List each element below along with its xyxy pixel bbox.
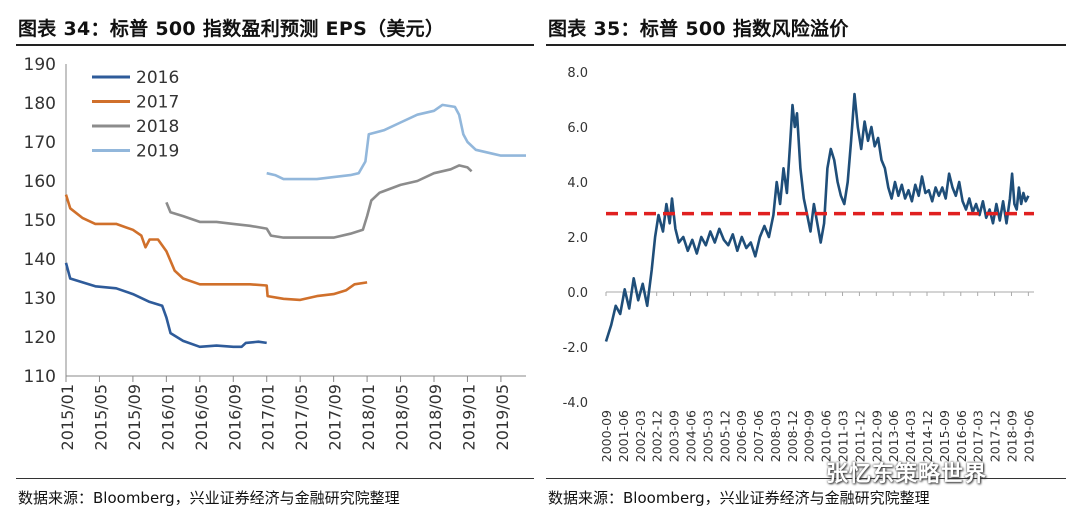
x-tick-label: 2009-09	[802, 410, 817, 462]
y-tick-label: 130	[24, 289, 56, 309]
x-tick-label: 2018/05	[393, 384, 412, 450]
x-tick-label: 2011-03	[836, 410, 851, 462]
x-tick-label: 2014-03	[903, 410, 918, 462]
y-tick-label: 170	[24, 133, 56, 153]
legend-label-2016: 2016	[136, 68, 179, 88]
x-tick-label: 2004-06	[683, 410, 698, 462]
x-tick-label: 2017/05	[292, 384, 311, 450]
left-title-rule	[16, 44, 534, 46]
series-line-2019	[266, 103, 526, 181]
x-tick-label: 2008-12	[785, 410, 800, 462]
y-tick-label: 8.0	[567, 66, 588, 81]
x-tick-label: 2018/09	[426, 384, 445, 450]
y-tick-label: 190	[24, 55, 56, 75]
series-line-2016	[64, 262, 267, 349]
eps-forecast-chart: 110 120 130 140 150 160 170 180 190 2015/01 2015/0…	[24, 55, 526, 450]
x-tick-label: 2016/09	[225, 384, 244, 450]
x-tick-label: 2002-12	[650, 410, 665, 462]
x-tick-label: 2010-06	[819, 410, 834, 462]
y-tick-label: 0.0	[567, 286, 588, 301]
left-chart-title: 图表 34：标普 500 指数盈利预测 EPS（美元）	[18, 18, 445, 40]
y-tick-label: 2.0	[567, 231, 588, 246]
right-source-note: 数据来源：Bloomberg，兴业证券经济与金融研究院整理	[548, 489, 930, 507]
y-tick-label: -4.0	[563, 396, 588, 411]
x-tick-label: 2015-09	[937, 410, 952, 462]
y-tick-label: 6.0	[567, 121, 588, 136]
y-tick-label: 160	[24, 172, 56, 192]
x-tick-label: 2019/01	[459, 384, 478, 450]
series-line-risk-premium	[604, 92, 1030, 342]
x-tick-label: 2015/09	[125, 384, 144, 450]
watermark-text: 张忆东策略世界	[826, 462, 988, 487]
right-chart-title: 图表 35：标普 500 指数风险溢价	[548, 18, 849, 40]
x-tick-label: 2014-12	[920, 410, 935, 462]
x-tick-label: 2000-09	[599, 410, 614, 462]
x-tick-label: 2001-06	[616, 410, 631, 462]
y-tick-label: 120	[24, 328, 56, 348]
x-tick-label: 2013-06	[886, 410, 901, 462]
x-tick-label: 2007-06	[751, 410, 766, 462]
x-tick-label: 2019/05	[493, 384, 512, 450]
x-tick-label: 2015/01	[58, 384, 77, 450]
right-bottom-rule	[546, 478, 1066, 479]
series-line-2017	[64, 194, 368, 302]
x-tick-label: 2011-12	[852, 410, 867, 462]
x-tick-label: 2018/01	[359, 384, 378, 450]
y-tick-label: 4.0	[567, 176, 588, 191]
x-tick-label: 2012-09	[869, 410, 884, 462]
y-tick-label: 150	[24, 211, 56, 231]
x-tick-label: 2005-03	[700, 410, 715, 462]
y-tick-label: 140	[24, 250, 56, 270]
series-line-2018	[165, 164, 473, 239]
legend-label-2019: 2019	[136, 142, 179, 162]
x-tick-label: 2008-03	[768, 410, 783, 462]
x-tick-label: 2005-12	[717, 410, 732, 462]
y-tick-label: 110	[24, 367, 56, 387]
x-tick-label: 2017/09	[326, 384, 345, 450]
legend-label-2017: 2017	[136, 93, 179, 113]
x-tick-label: 2015/05	[91, 384, 110, 450]
x-tick-label: 2003-09	[667, 410, 682, 462]
x-tick-label: 2019-06	[1021, 410, 1036, 462]
legend-label-2018: 2018	[136, 117, 179, 137]
x-tick-label: 2017-12	[988, 410, 1003, 462]
right-title-rule	[546, 44, 1066, 46]
y-tick-label: -2.0	[563, 341, 588, 356]
x-tick-label: 2016/05	[192, 384, 211, 450]
y-tick-label: 180	[24, 94, 56, 114]
x-tick-label: 2006-09	[734, 410, 749, 462]
x-tick-label: 2017-03	[971, 410, 986, 462]
x-tick-label: 2017/01	[259, 384, 278, 450]
x-tick-label: 2018-09	[1004, 410, 1019, 462]
left-bottom-rule	[16, 478, 534, 479]
x-tick-label: 2016-06	[954, 410, 969, 462]
left-source-note: 数据来源：Bloomberg，兴业证券经济与金融研究院整理	[18, 489, 400, 507]
x-tick-label: 2016/01	[158, 384, 177, 450]
x-tick-label: 2002-03	[633, 410, 648, 462]
